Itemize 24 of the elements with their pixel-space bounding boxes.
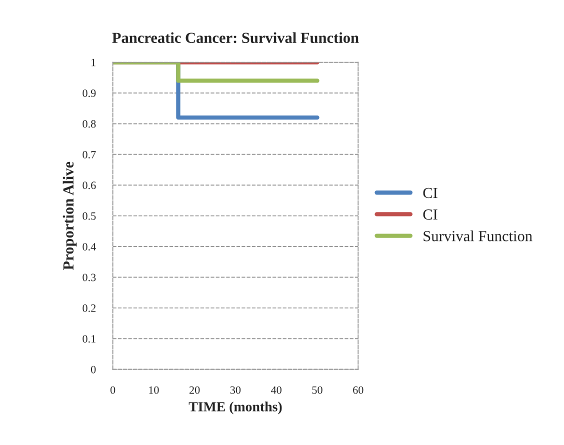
y-tick-label: 0.8 xyxy=(82,120,96,128)
y-tick-label: 0.9 xyxy=(82,89,96,98)
x-tick-label: 10 xyxy=(149,386,159,394)
y-tick-label: 0.7 xyxy=(82,150,96,158)
x-tick-label: 50 xyxy=(312,386,322,394)
y-tick-label: 1 xyxy=(92,58,96,66)
legend-label: Survival Function xyxy=(424,230,532,242)
y-tick-label: 0.1 xyxy=(82,335,96,343)
y-tick-label: 0.4 xyxy=(82,242,96,251)
x-tick-label: 60 xyxy=(353,386,364,394)
x-tick-label: 30 xyxy=(230,386,241,394)
y-tick-label: 0.6 xyxy=(82,182,96,190)
y-tick-label: 0.2 xyxy=(82,304,96,312)
x-axis-title: TIME (months) xyxy=(188,402,282,414)
chart-title: Pancreatic Cancer: Survival Function xyxy=(112,32,359,44)
y-tick-label: 0.5 xyxy=(82,212,96,220)
legend-label: CI xyxy=(423,188,438,198)
x-tick-label: 20 xyxy=(190,386,200,394)
legend-label: CI xyxy=(423,209,438,220)
y-tick-label: 0 xyxy=(91,366,96,374)
y-tick-label: 0.3 xyxy=(82,274,96,282)
x-tick-label: 40 xyxy=(271,386,282,394)
y-axis-title: Proportion Alive xyxy=(62,162,77,270)
x-tick-label: 0 xyxy=(110,386,116,394)
